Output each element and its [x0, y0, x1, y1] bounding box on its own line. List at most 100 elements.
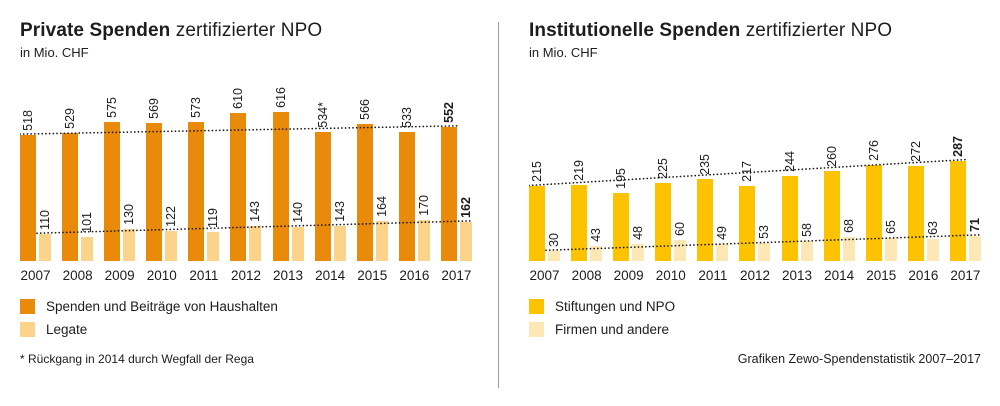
infographic: Private Spenden zertifizierter NPO in Mi…: [20, 20, 982, 388]
bar-value-label: 552: [441, 102, 456, 123]
bar-group: 235 49 2011: [697, 76, 729, 283]
value-bar-secondary: 58: [799, 223, 813, 261]
bar-value-label: 225: [656, 158, 671, 179]
bar-value-label: 101: [79, 212, 94, 233]
x-axis-label-year: 2012: [739, 268, 770, 283]
legend-label: Spenden und Beiträge von Haushalten: [46, 299, 278, 314]
bar-pair: 529 101: [62, 76, 94, 261]
bar-value-label: 119: [206, 208, 221, 228]
value-bar-primary: 566: [356, 99, 373, 261]
value-bar-primary: 529: [62, 108, 79, 261]
bar-value-label: 215: [529, 161, 544, 182]
bar-pair: 573 119: [188, 76, 221, 261]
bar-pair: 518 110: [20, 76, 52, 261]
value-bar-primary: 215: [529, 161, 545, 261]
chart-subtitle: in Mio. CHF: [529, 45, 598, 60]
value-bar-secondary: 122: [164, 206, 178, 261]
value-bar-primary: 287: [949, 136, 966, 261]
bar-value-label: 272: [908, 141, 923, 162]
bar-value-label: 610: [231, 88, 246, 109]
value-bar-secondary: 130: [122, 204, 136, 261]
bar-group: 566 164 2015: [356, 76, 389, 283]
x-axis-label-year: 2017: [441, 268, 472, 283]
chart-subtitle: in Mio. CHF: [20, 45, 89, 60]
value-bar-primary: 260: [823, 146, 840, 261]
chart-title: Private Spenden zertifizierter NPO: [20, 20, 472, 42]
chart-title-main: Private Spenden: [20, 20, 171, 41]
bar-group: 533 170 2016: [398, 76, 431, 283]
value-bar-secondary: 65: [884, 220, 898, 261]
x-axis-label-year: 2011: [698, 268, 728, 283]
legend-label: Firmen und andere: [555, 322, 670, 337]
bar-value-label: 260: [824, 146, 839, 167]
bar-value-label: 65: [883, 220, 898, 234]
bar-pair: 533 170: [398, 76, 431, 261]
bar-value-label: 60: [673, 222, 688, 236]
value-bar-primary: 534*: [314, 102, 331, 261]
legend-item: Spenden und Beiträge von Haushalten: [20, 299, 472, 314]
x-axis-label-year: 2016: [908, 268, 939, 283]
legend: Stiftungen und NPO Firmen und andere: [529, 299, 981, 337]
value-bar-secondary: 53: [757, 225, 771, 261]
bar-group: 244 58 2013: [781, 76, 813, 283]
bar-value-label: 63: [925, 221, 940, 235]
value-bar-secondary: 68: [841, 219, 855, 261]
bar-group: 616 140 2013: [272, 76, 304, 283]
bar-group: 529 101 2008: [62, 76, 94, 283]
bar-group: 287 71 2017: [949, 76, 982, 283]
bar-value-label: 518: [20, 110, 35, 131]
value-bar-secondary: 49: [715, 226, 729, 261]
value-bar-primary: 235: [697, 154, 714, 261]
bar-value-label: 122: [164, 206, 179, 227]
x-axis-label-year: 2007: [20, 268, 51, 283]
x-axis-label-year: 2013: [782, 268, 813, 283]
bar-pair: 616 140: [272, 76, 304, 261]
bar-group: 575 130 2009: [104, 76, 136, 283]
credit-line: Grafiken Zewo-Spendenstatistik 2007–2017: [737, 352, 981, 366]
bar-pair: 217 53: [739, 76, 771, 261]
bar-pair: 569 122: [146, 76, 178, 261]
bar-value-label: 48: [630, 226, 645, 240]
bar-value-label: 195: [613, 168, 628, 189]
bar-value-label: 110: [37, 210, 52, 230]
bar-value-label: 219: [571, 160, 586, 181]
value-bar-primary: 219: [571, 160, 588, 261]
bar-group: 215 30 2007: [529, 76, 561, 283]
bar-value-label: 164: [374, 196, 389, 217]
bar-group: 573 119 2011: [188, 76, 221, 283]
chart-panel-private: Private Spenden zertifizierter NPO in Mi…: [20, 20, 473, 388]
x-axis-label-year: 2010: [655, 268, 686, 283]
x-axis-label-year: 2007: [529, 268, 560, 283]
bar-group: 518 110 2007: [20, 76, 52, 283]
bar-plot: 215 30 2007 219 43 2008 195 48 2009 225 60 2010 235 4…: [529, 76, 982, 283]
bar-value-label: 276: [866, 140, 881, 161]
x-axis-label-year: 2009: [613, 268, 644, 283]
chart-title-suffix: zertifizierter NPO: [175, 20, 323, 41]
bar-value-label: 235: [698, 154, 713, 175]
bar-group: 260 68 2014: [823, 76, 855, 283]
bar-value-label: 569: [147, 98, 162, 119]
value-bar-secondary: 48: [631, 226, 645, 261]
bar-value-label: 616: [273, 87, 288, 108]
legend-label: Stiftungen und NPO: [555, 299, 676, 314]
value-bar-secondary: 60: [673, 222, 687, 261]
chart-title: Institutionelle Spenden zertifizierter N…: [529, 20, 981, 42]
x-axis-label-year: 2013: [273, 268, 304, 283]
value-bar-primary: 573: [188, 97, 205, 261]
value-bar-secondary: 143: [332, 201, 346, 261]
chart-title-suffix: zertifizierter NPO: [745, 20, 893, 41]
bar-pair: 215 30: [529, 76, 561, 261]
bar-value-label: 529: [62, 108, 77, 129]
x-axis-label-year: 2009: [104, 268, 135, 283]
bar-pair: 235 49: [697, 76, 729, 261]
x-axis-label-year: 2008: [62, 268, 93, 283]
value-bar-secondary: 162: [459, 197, 473, 261]
legend-item: Firmen und andere: [529, 322, 981, 337]
value-bar-secondary: 101: [80, 212, 94, 261]
bar-pair: 534* 143: [314, 76, 346, 261]
bar-value-label: 170: [416, 195, 431, 216]
chart-panel-institutional: Institutionelle Spenden zertifizierter N…: [529, 20, 982, 388]
chart-title-main: Institutionelle Spenden: [529, 20, 741, 41]
bar-value-label: 244: [782, 151, 797, 172]
bar-plot: 518 110 2007 529 101 2008 575 130 2009 569 122 2010…: [20, 76, 473, 283]
